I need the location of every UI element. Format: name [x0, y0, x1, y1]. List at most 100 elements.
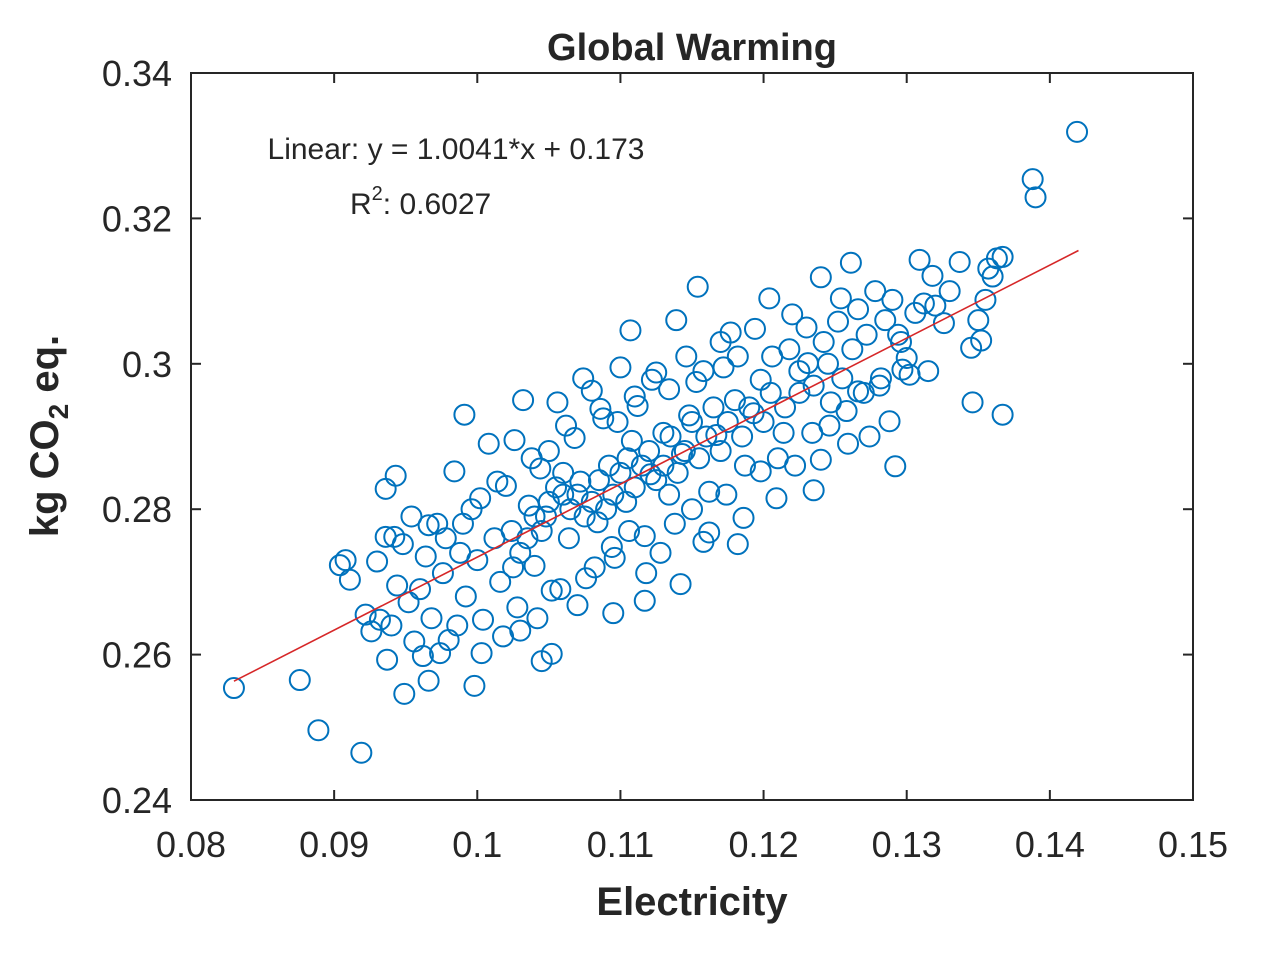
- data-point: [891, 358, 914, 381]
- data-point: [569, 470, 592, 493]
- data-point: [400, 505, 423, 528]
- data-point: [1024, 186, 1047, 209]
- data-point: [472, 608, 495, 631]
- data-point: [796, 352, 819, 375]
- data-point: [380, 614, 403, 637]
- data-point: [540, 579, 563, 602]
- data-point: [967, 309, 990, 332]
- data-point: [761, 345, 784, 368]
- data-point: [626, 394, 649, 417]
- y-tick-label: 0.32: [102, 198, 172, 239]
- data-point: [573, 505, 596, 528]
- x-tick-label: 0.11: [587, 824, 654, 865]
- data-point: [681, 410, 703, 433]
- data-point: [597, 454, 620, 477]
- data-point: [640, 368, 663, 391]
- data-point: [692, 360, 715, 383]
- data-point: [732, 506, 755, 529]
- y-tick-label: 0.26: [102, 635, 172, 676]
- data-point: [620, 429, 643, 452]
- data-point: [523, 554, 546, 577]
- data-point: [788, 381, 811, 404]
- data-point: [948, 251, 971, 274]
- data-point: [904, 301, 927, 324]
- data-point: [675, 345, 698, 368]
- data-point: [738, 396, 761, 419]
- data-point: [523, 505, 546, 528]
- data-point: [1066, 120, 1089, 143]
- data-point: [470, 642, 493, 665]
- data-point: [443, 460, 466, 483]
- regression-line: [233, 249, 1079, 682]
- data-point: [731, 425, 754, 448]
- data-point: [645, 361, 668, 384]
- data-point: [685, 370, 708, 393]
- data-point: [895, 346, 918, 369]
- data-point: [743, 317, 766, 340]
- data-point: [658, 483, 681, 506]
- data-point: [374, 525, 397, 548]
- data-point: [709, 440, 732, 463]
- data-point: [827, 310, 850, 333]
- data-point: [489, 570, 512, 593]
- data-point: [354, 603, 377, 626]
- data-point: [417, 669, 440, 692]
- y-tick-label: 0.3: [122, 344, 172, 385]
- data-point: [609, 461, 632, 484]
- data-point: [383, 525, 406, 548]
- x-tick-label: 0.09: [299, 824, 369, 865]
- data-point: [350, 741, 373, 764]
- data-point: [698, 521, 721, 544]
- data-point: [633, 525, 656, 548]
- x-tick-label: 0.15: [1158, 824, 1228, 865]
- data-point: [908, 248, 931, 271]
- data-point: [974, 288, 997, 311]
- data-point: [502, 556, 525, 579]
- data-point: [802, 374, 825, 397]
- data-point: [970, 329, 993, 352]
- y-axis-label-subscript: 2: [43, 404, 74, 420]
- data-point: [616, 447, 639, 470]
- data-point: [366, 550, 389, 573]
- data-point: [758, 287, 781, 310]
- y-tick-label: 0.34: [102, 53, 172, 94]
- data-point: [384, 464, 407, 487]
- data-point: [403, 630, 426, 653]
- data-point: [429, 642, 452, 665]
- data-point: [921, 264, 944, 287]
- data-point: [802, 479, 825, 502]
- data-point: [386, 574, 409, 597]
- data-point: [549, 578, 572, 601]
- x-axis-label: Electricity: [596, 880, 788, 924]
- fit-equation: Linear: y = 1.0041*x + 0.173: [268, 133, 645, 166]
- data-point: [733, 454, 756, 477]
- x-axis: 0.08 0.09 0.1 0.11 0.12 0.13 0.14 0.15: [156, 73, 1228, 865]
- data-point: [759, 381, 782, 404]
- data-point: [555, 414, 578, 437]
- chart-title: Global Warming: [547, 27, 837, 69]
- data-point: [809, 448, 832, 471]
- data-point: [334, 549, 357, 572]
- data-point: [712, 356, 735, 379]
- data-point: [726, 533, 749, 556]
- data-point: [540, 642, 563, 665]
- data-point: [552, 483, 575, 506]
- data-point: [509, 619, 532, 642]
- x-tick-label: 0.13: [872, 824, 942, 865]
- data-point: [795, 316, 818, 339]
- data-point: [580, 490, 603, 513]
- data-point: [486, 470, 509, 493]
- data-point: [589, 397, 612, 420]
- data-point: [512, 389, 535, 412]
- data-point: [816, 352, 839, 375]
- data-point: [530, 520, 553, 543]
- data-point: [666, 461, 689, 484]
- data-point: [874, 309, 897, 332]
- data-point: [376, 648, 399, 671]
- data-point: [716, 410, 739, 433]
- data-point: [723, 389, 746, 412]
- data-point: [852, 381, 875, 404]
- data-point: [509, 541, 532, 564]
- data-point: [839, 251, 862, 274]
